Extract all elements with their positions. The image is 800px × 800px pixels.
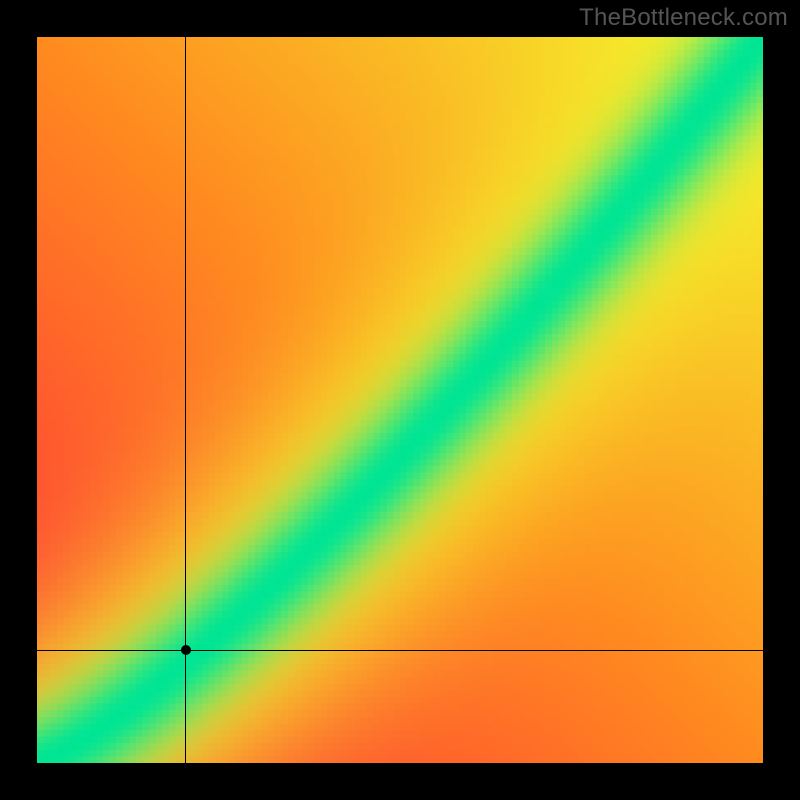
- chart-frame: TheBottleneck.com: [0, 0, 800, 800]
- heatmap-canvas: [37, 37, 763, 763]
- watermark-label: TheBottleneck.com: [579, 4, 788, 32]
- crosshair-point: [181, 645, 191, 655]
- crosshair-horizontal: [37, 650, 763, 651]
- heatmap-plot: [37, 37, 763, 763]
